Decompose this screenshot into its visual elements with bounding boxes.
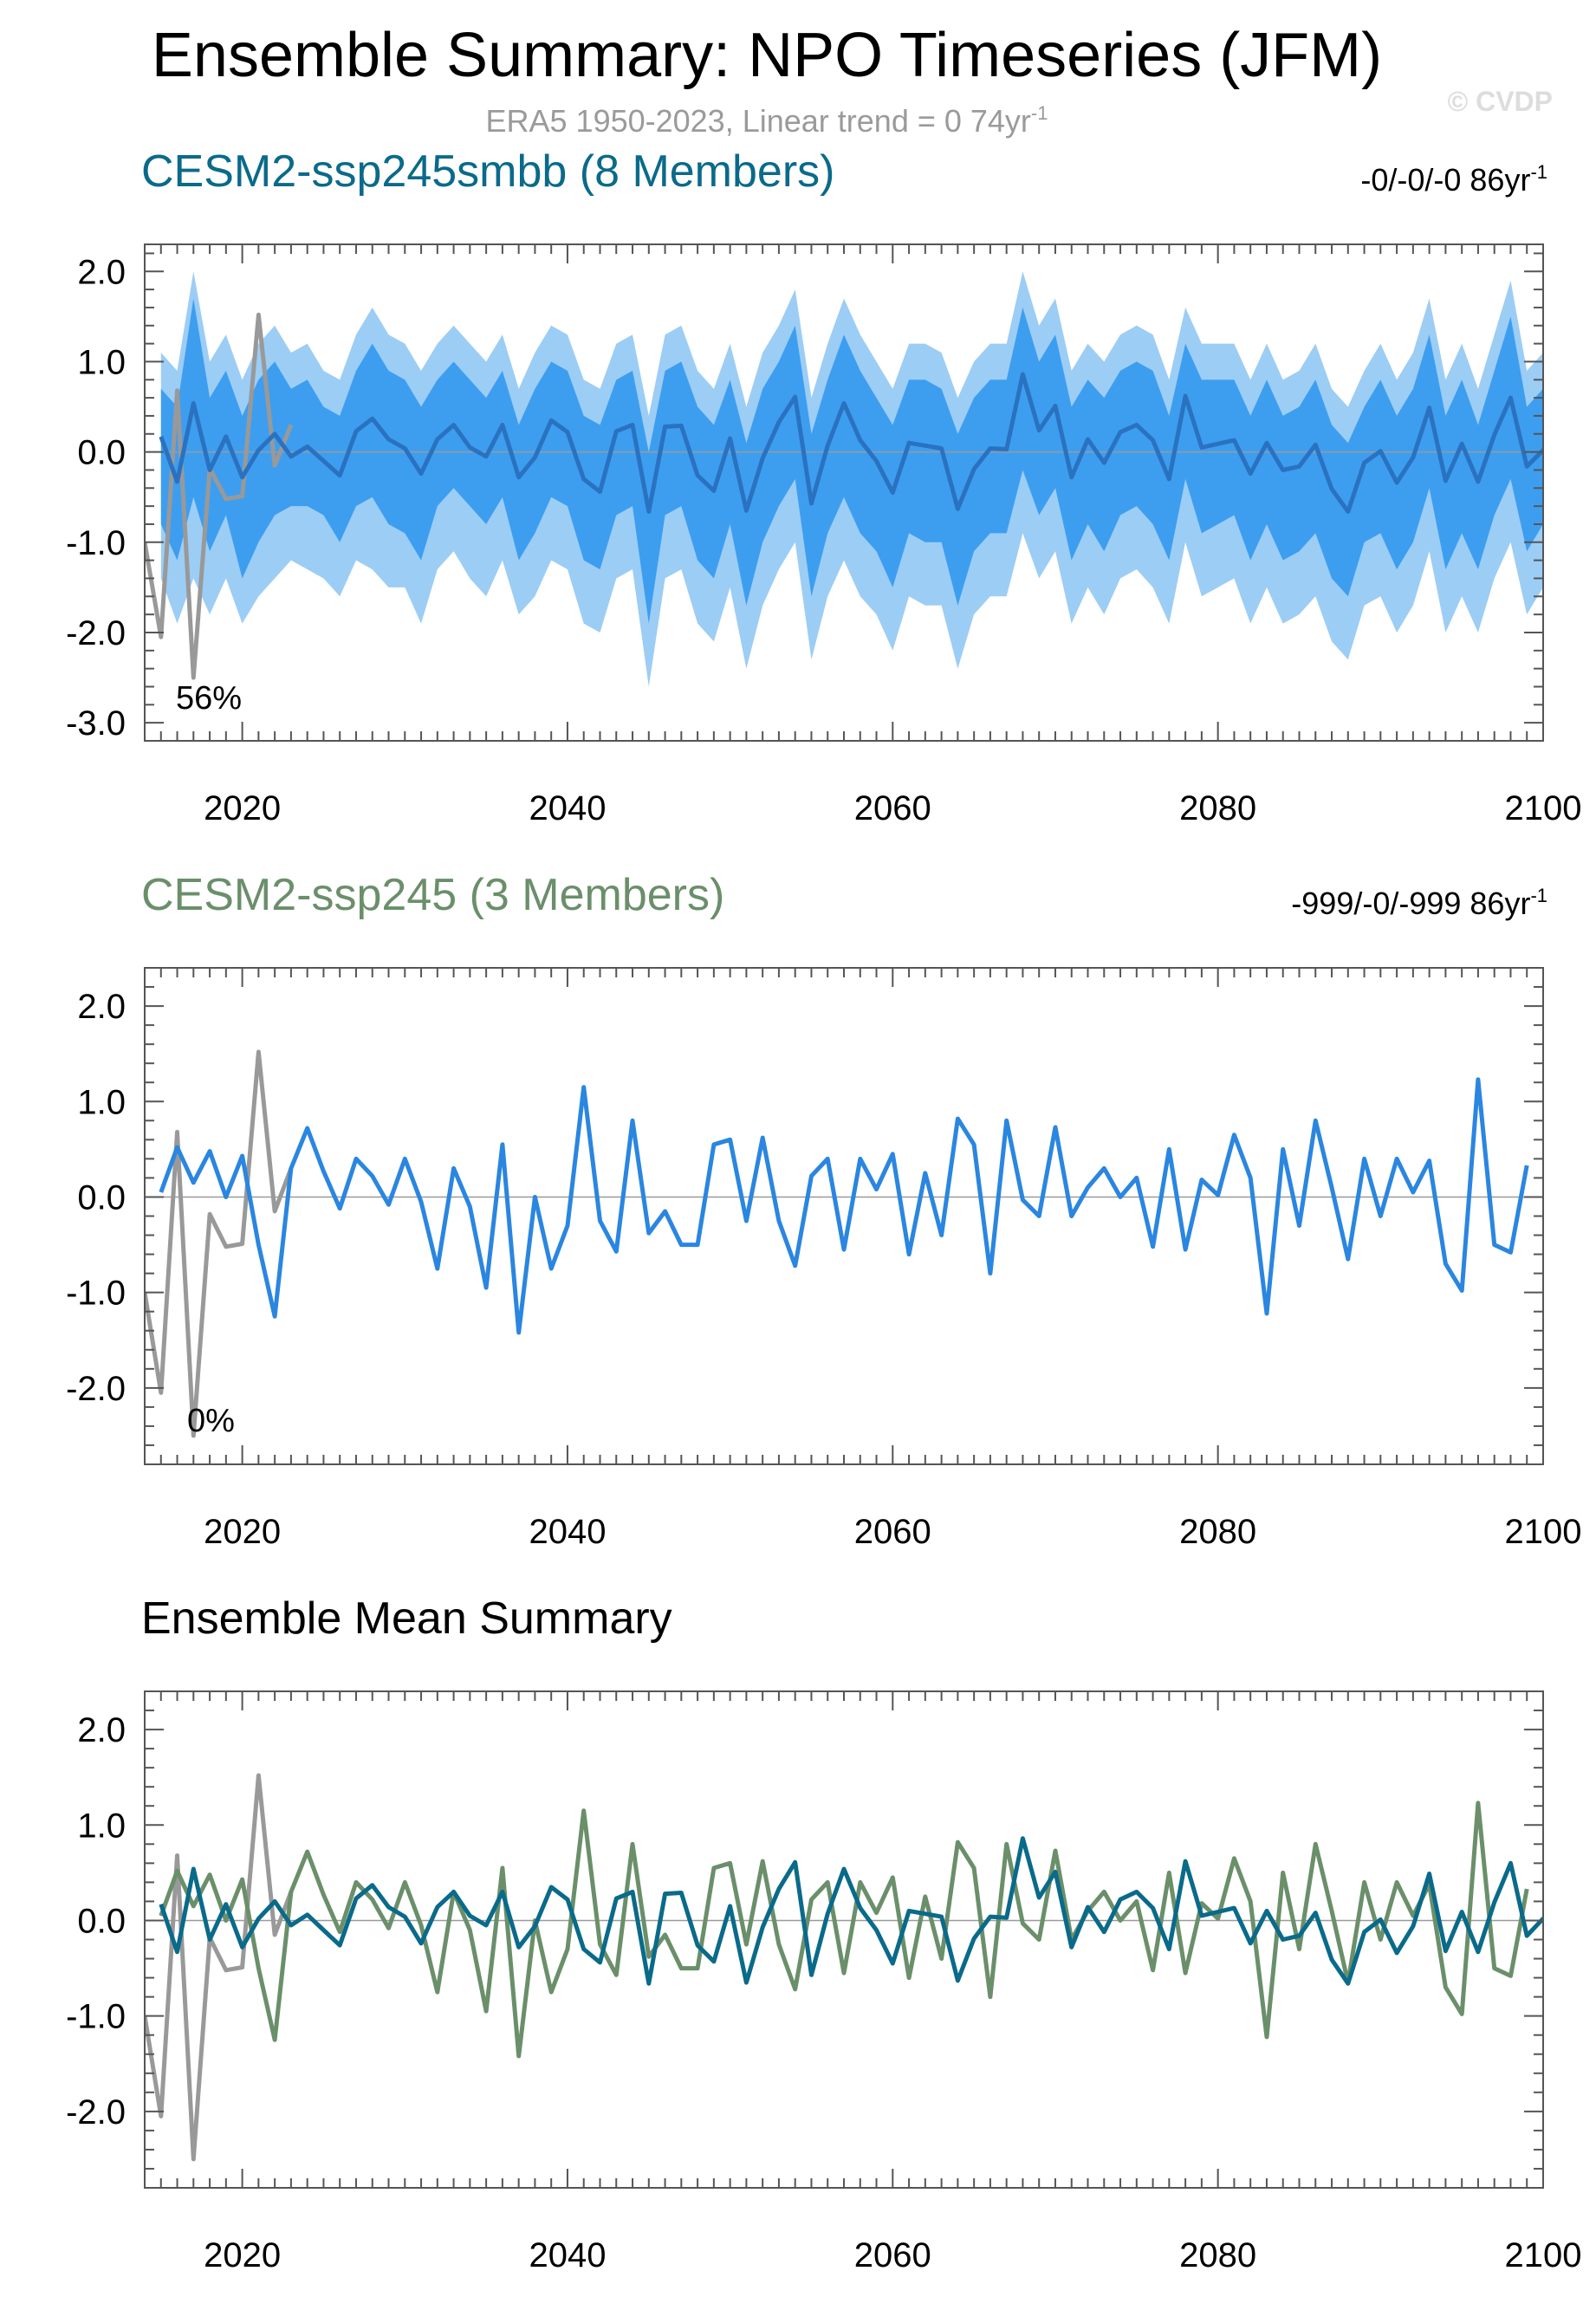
ssp245-observed-line: [145, 1049, 294, 1438]
panel-smbb-trend-sup: -1: [1530, 161, 1547, 183]
summary-observed-line: [145, 1773, 294, 2162]
ssp245-xtick-label: 2040: [529, 1513, 606, 1551]
smbb-ytick-label: 1.0: [77, 343, 126, 381]
panel-ssp245-title: CESM2-ssp245 (3 Members): [141, 870, 724, 920]
summary-ssp245-line: [159, 1801, 1529, 2059]
smbb-ytick-label: 2.0: [77, 253, 126, 291]
figure-subtitle: ERA5 1950-2023, Linear trend = 0 74yr-1: [486, 102, 1048, 139]
panel-summary: Ensemble Mean Summary 2.01.00.0-1.0-2.02…: [66, 1593, 1581, 2274]
summary-xtick-label: 2060: [854, 2236, 931, 2274]
ssp245-xtick-label: 2060: [854, 1513, 931, 1551]
smbb-data-layer: [145, 271, 1543, 687]
summary-xtick-label: 2080: [1179, 2236, 1256, 2274]
summary-ytick-label: 1.0: [77, 1807, 126, 1845]
watermark: © CVDP: [1448, 86, 1553, 117]
panel-ssp245-plot: 2.0 1.0 0.0 -1.0 -2.0 2020 2040 2060 2080 2100: [66, 967, 1582, 1551]
panel-smbb-trend-text: -0/-0/-0 86yr: [1360, 162, 1530, 198]
panel-smbb-plot: 2.0 1.0 0.0 -1.0 -2.0 -3.0 2020 2040 2060 2080 210…: [66, 243, 1582, 827]
smbb-xtick-label: 2100: [1505, 789, 1582, 827]
panel-smbb: CESM2-ssp245smbb (8 Members) -0/-0/-0 86…: [66, 146, 1581, 827]
smbb-xtick-label: 2020: [204, 789, 281, 827]
panel-summary-plot: 2.0 1.0 0.0 -1.0 -2.0 2020 2040 2060 2080 2100: [66, 1690, 1582, 2274]
ssp245-ensemble-mean-line: [159, 1077, 1529, 1335]
figure-subtitle-sup: -1: [1031, 102, 1048, 124]
smbb-xtick-label: 2040: [529, 789, 606, 827]
ssp245-ytick-label: -1.0: [66, 1275, 126, 1313]
panel-smbb-title: CESM2-ssp245smbb (8 Members): [141, 146, 834, 197]
smbb-ytick-label: -3.0: [66, 704, 126, 743]
summary-data-layer: [145, 1773, 1543, 2162]
ssp245-ytick-label: -2.0: [66, 1370, 126, 1408]
smbb-ytick-label: -1.0: [66, 524, 126, 562]
inner-range-band: [160, 298, 1543, 624]
summary-ytick-label: -2.0: [66, 2093, 126, 2132]
ssp245-ytick-label: 1.0: [77, 1083, 126, 1121]
smbb-xtick-label: 2060: [854, 789, 931, 827]
ssp245-plot-frame: [144, 967, 1544, 1465]
smbb-observed-line: [145, 312, 294, 680]
panel-ssp245-trend-text: -999/-0/-999 86yr: [1291, 886, 1530, 921]
smbb-ytick-label: 0.0: [77, 434, 126, 472]
summary-ytick-label: 2.0: [77, 1711, 126, 1749]
panel-ssp245-trend: -999/-0/-999 86yr-1: [1291, 885, 1547, 921]
summary-smbb-line: [159, 1836, 1543, 1986]
figure-subtitle-text: ERA5 1950-2023, Linear trend = 0 74yr: [486, 103, 1031, 139]
ssp245-xtick-label: 2100: [1505, 1513, 1582, 1551]
panel-ssp245: CESM2-ssp245 (3 Members) -999/-0/-999 86…: [66, 870, 1581, 1551]
summary-xtick-label: 2020: [204, 2236, 281, 2274]
figure-title: Ensemble Summary: NPO Timeseries (JFM): [152, 21, 1382, 90]
summary-xtick-label: 2100: [1505, 2236, 1582, 2274]
ssp245-ytick-label: 0.0: [77, 1178, 126, 1217]
panel-smbb-trend: -0/-0/-0 86yr-1: [1360, 161, 1547, 198]
summary-ytick-label: -1.0: [66, 1998, 126, 2036]
smbb-ytick-label: -2.0: [66, 614, 126, 652]
summary-xtick-label: 2040: [529, 2236, 606, 2274]
panel-ssp245-trend-sup: -1: [1530, 885, 1547, 906]
panel-ssp245-pct: 0%: [187, 1403, 235, 1439]
panel-summary-title: Ensemble Mean Summary: [141, 1593, 672, 1644]
ssp245-xtick-label: 2020: [204, 1513, 281, 1551]
smbb-xtick-label: 2080: [1179, 789, 1256, 827]
summary-plot-frame: [144, 1690, 1544, 2189]
ssp245-data-layer: [145, 1049, 1543, 1438]
smbb-ensemble-mean-line: [159, 372, 1543, 514]
ssp245-ytick-label: 2.0: [77, 988, 126, 1026]
panel-smbb-pct: 56%: [176, 680, 242, 717]
summary-ytick-label: 0.0: [77, 1902, 126, 1940]
ssp245-xtick-label: 2080: [1179, 1513, 1256, 1551]
